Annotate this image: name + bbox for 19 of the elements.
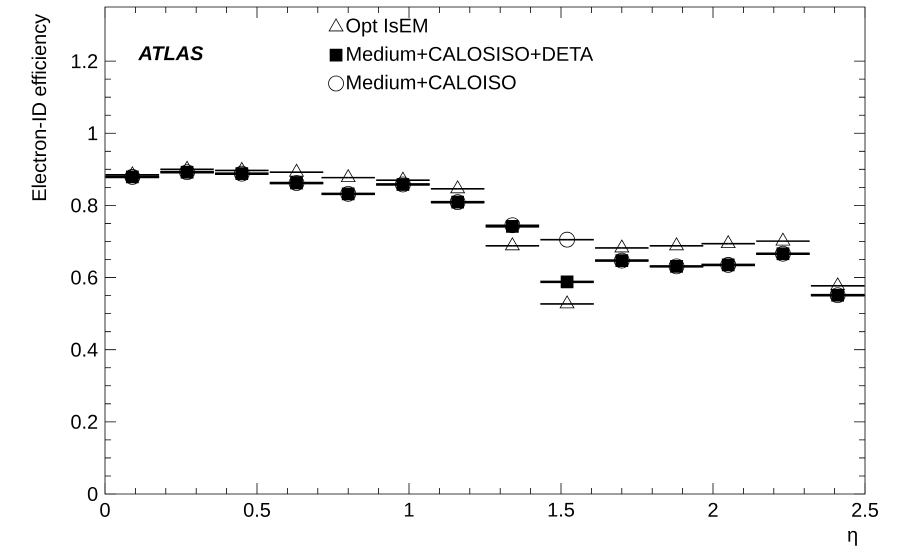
x-tick-label: 1	[404, 502, 414, 517]
x-tick-label: 1.5	[548, 502, 574, 517]
annotation: ATLAS	[138, 46, 204, 60]
x-tick-label: 0.5	[244, 502, 270, 517]
x-axis-title: η	[848, 530, 857, 546]
legend-label: Opt IsEM	[346, 18, 427, 37]
x-tick-label: 0	[100, 502, 110, 517]
legend-label: Medium+CALOSISO+DETA	[347, 46, 594, 61]
y-axis-title: Electron-ID efficiency	[32, 14, 50, 200]
y-tick-label: 0.6	[71, 270, 98, 285]
y-tick-label: 0.2	[71, 414, 98, 429]
y-tick-label: 1.2	[72, 54, 98, 68]
x-tick-label: 2	[708, 502, 718, 517]
y-tick-label: 1	[88, 126, 98, 140]
y-tick-label: 0	[88, 486, 98, 502]
x-tick-label: 2.5	[852, 502, 878, 517]
legend-label: Medium+CALOISO	[347, 74, 516, 90]
y-tick-label: 0.8	[71, 198, 98, 212]
y-tick-label: 0.4	[71, 342, 98, 357]
